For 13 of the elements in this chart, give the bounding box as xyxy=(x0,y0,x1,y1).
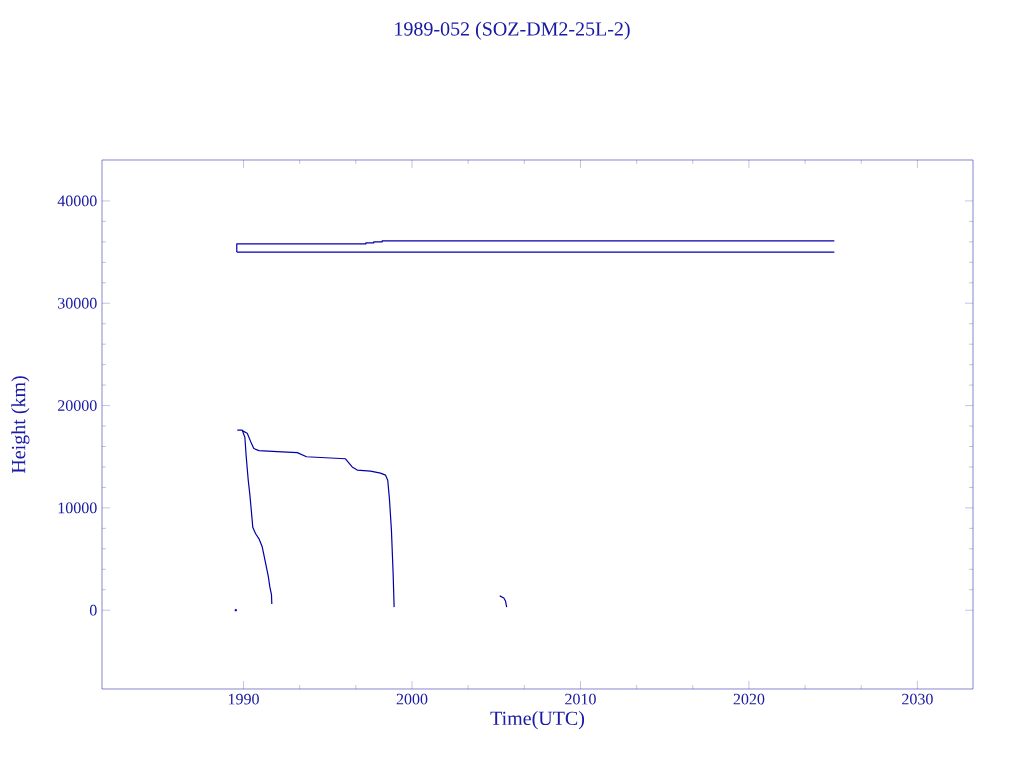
chart-title: 1989-052 (SOZ-DM2-25L-2) xyxy=(395,21,630,40)
x-tick-label: 2030 xyxy=(902,693,933,705)
y-tick-label: 0 xyxy=(89,604,97,616)
y-axis-title: Height (km) xyxy=(11,376,30,474)
x-tick-label: 2010 xyxy=(565,693,596,705)
y-tick-label: 20000 xyxy=(58,400,97,411)
y-tick-label: 40000 xyxy=(57,195,97,207)
y-tick-label: 30000 xyxy=(58,297,97,309)
x-axis-title: Time(UTC) xyxy=(490,711,585,730)
y-tick-label: 10000 xyxy=(58,502,97,514)
x-tick-label: 2000 xyxy=(396,693,428,705)
x-tick-label: 1990 xyxy=(228,693,259,705)
x-tick-label: 2020 xyxy=(733,693,765,705)
